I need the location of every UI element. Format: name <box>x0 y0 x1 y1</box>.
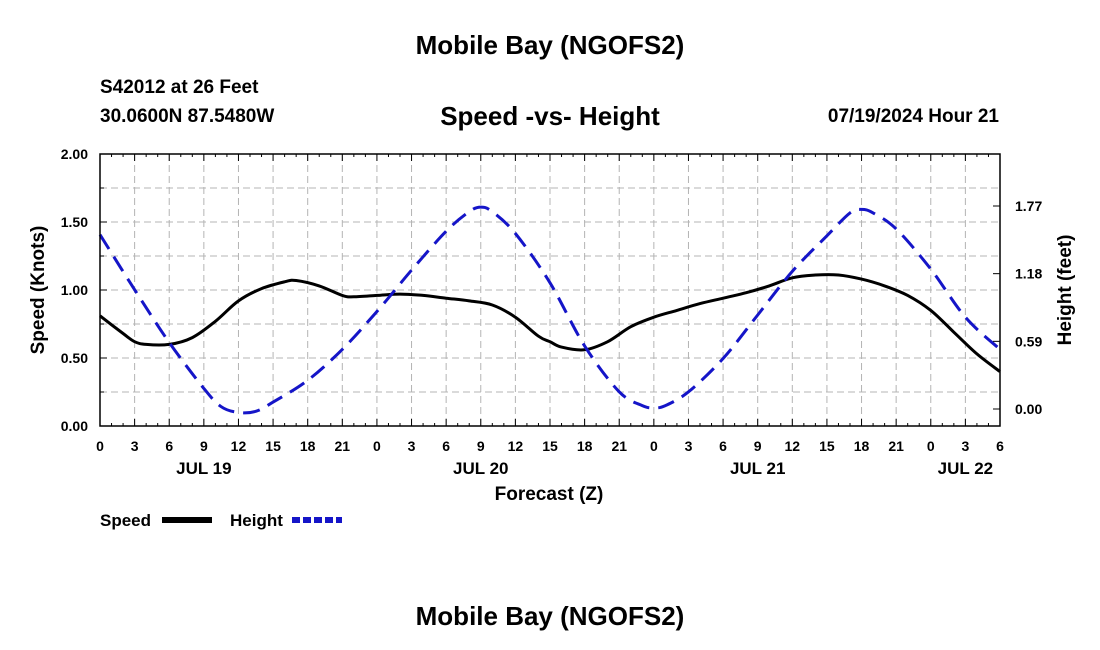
x-tick-label: 9 <box>754 438 762 454</box>
date-label: JUL 22 <box>938 459 993 478</box>
footer-title: Mobile Bay (NGOFS2) <box>415 601 685 631</box>
x-tick-label: 18 <box>577 438 593 454</box>
station-label: S42012 at 26 Feet <box>100 77 259 98</box>
x-tick-label: 21 <box>335 438 351 454</box>
x-tick-label: 6 <box>165 438 173 454</box>
x-tick-label: 15 <box>819 438 835 454</box>
y-axis-label: Speed (Knots) <box>28 226 49 355</box>
x-tick-label: 21 <box>888 438 904 454</box>
legend-label-speed: Speed <box>100 511 151 530</box>
y2-tick-label: 1.77 <box>1015 198 1042 214</box>
y2-axis-label: Height (feet) <box>1055 235 1076 346</box>
x-tick-label: 18 <box>300 438 316 454</box>
x-tick-label: 0 <box>650 438 658 454</box>
x-axis-label: Forecast (Z) <box>495 484 604 505</box>
x-tick-label: 0 <box>927 438 935 454</box>
y-tick-label: 2.00 <box>61 146 88 162</box>
axis-labels: Forecast (Z) Speed (Knots) Height (feet)… <box>28 146 1076 505</box>
x-tick-label: 0 <box>96 438 104 454</box>
x-tick-label: 21 <box>611 438 627 454</box>
x-tick-label: 6 <box>996 438 1004 454</box>
series-line-speed <box>99 273 1001 373</box>
legend-label-height: Height <box>230 511 283 530</box>
series-line-height <box>98 205 1002 415</box>
x-tick-label: 3 <box>961 438 969 454</box>
x-tick-label: 12 <box>508 438 524 454</box>
y-tick-label: 1.50 <box>61 214 88 230</box>
y-tick-label: 1.00 <box>61 282 88 298</box>
x-tick-label: 6 <box>442 438 450 454</box>
x-tick-label: 6 <box>719 438 727 454</box>
y-tick-label: 0.50 <box>61 350 88 366</box>
x-tick-label: 15 <box>542 438 558 454</box>
chart-title: Speed -vs- Height <box>440 101 660 131</box>
y2-tick-label: 0.59 <box>1015 333 1042 349</box>
x-tick-label: 12 <box>785 438 801 454</box>
x-tick-label: 0 <box>373 438 381 454</box>
x-tick-label: 3 <box>408 438 416 454</box>
x-tick-label: 15 <box>265 438 281 454</box>
forecast-datetime: 07/19/2024 Hour 21 <box>827 106 999 127</box>
series-layer <box>98 205 1002 415</box>
y2-tick-label: 0.00 <box>1015 401 1042 417</box>
date-label: JUL 20 <box>453 459 508 478</box>
x-tick-label: 12 <box>231 438 247 454</box>
x-tick-label: 18 <box>854 438 870 454</box>
y-tick-label: 0.00 <box>61 418 88 434</box>
x-tick-label: 3 <box>131 438 139 454</box>
date-label: JUL 21 <box>730 459 785 478</box>
page-title: Mobile Bay (NGOFS2) <box>415 30 685 60</box>
legend: Speed Height <box>100 511 342 530</box>
station-coordinates: 30.0600N 87.5480W <box>100 106 275 127</box>
x-tick-label: 3 <box>685 438 693 454</box>
x-tick-label: 9 <box>200 438 208 454</box>
plot-frame <box>99 153 1001 427</box>
date-label: JUL 19 <box>176 459 231 478</box>
grid <box>100 154 1000 426</box>
y2-tick-label: 1.18 <box>1015 266 1042 282</box>
plot-border <box>99 153 1001 427</box>
x-tick-label: 9 <box>477 438 485 454</box>
